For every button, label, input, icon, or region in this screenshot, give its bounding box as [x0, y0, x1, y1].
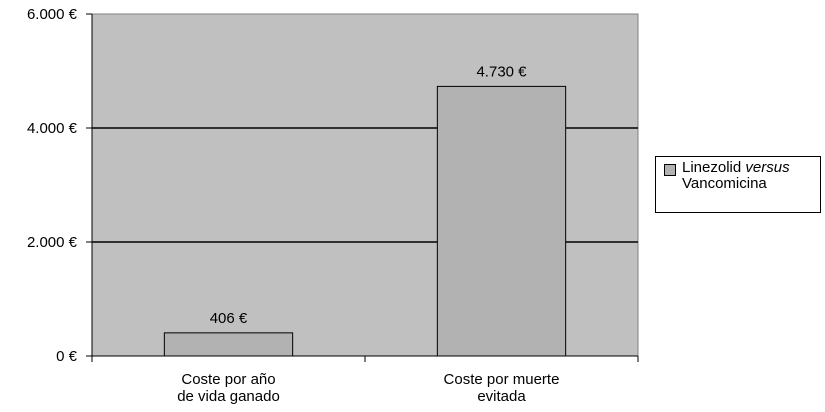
y-tick-label: 0 €	[56, 348, 78, 365]
y-tick-label: 2.000 €	[27, 234, 78, 251]
y-axis: 0 € 2.000 € 4.000 € 6.000 €	[27, 6, 93, 365]
legend-entry: Linezolid versus Vancomicina	[682, 160, 790, 192]
bar	[436, 85, 567, 357]
data-label: 406 €	[210, 310, 248, 327]
x-category-label: de vida ganado	[177, 388, 280, 405]
data-labels: 406 € 4.730 €	[210, 63, 527, 326]
legend-swatch	[664, 164, 676, 176]
x-category-label: Coste por año	[181, 371, 275, 388]
legend: Linezolid versus Vancomicina	[655, 156, 821, 213]
legend-name-part: Linezolid	[682, 159, 742, 176]
bars	[163, 85, 567, 357]
data-label: 4.730 €	[476, 63, 527, 80]
x-category-label: evitada	[477, 388, 526, 405]
y-tick-label: 4.000 €	[27, 120, 78, 137]
legend-name-part: Vancomicina	[682, 175, 767, 192]
legend-name-part-italic: versus	[745, 159, 790, 176]
y-tick-label: 6.000 €	[27, 6, 78, 23]
bar	[163, 332, 294, 357]
x-category-label: Coste por muerte	[444, 371, 560, 388]
